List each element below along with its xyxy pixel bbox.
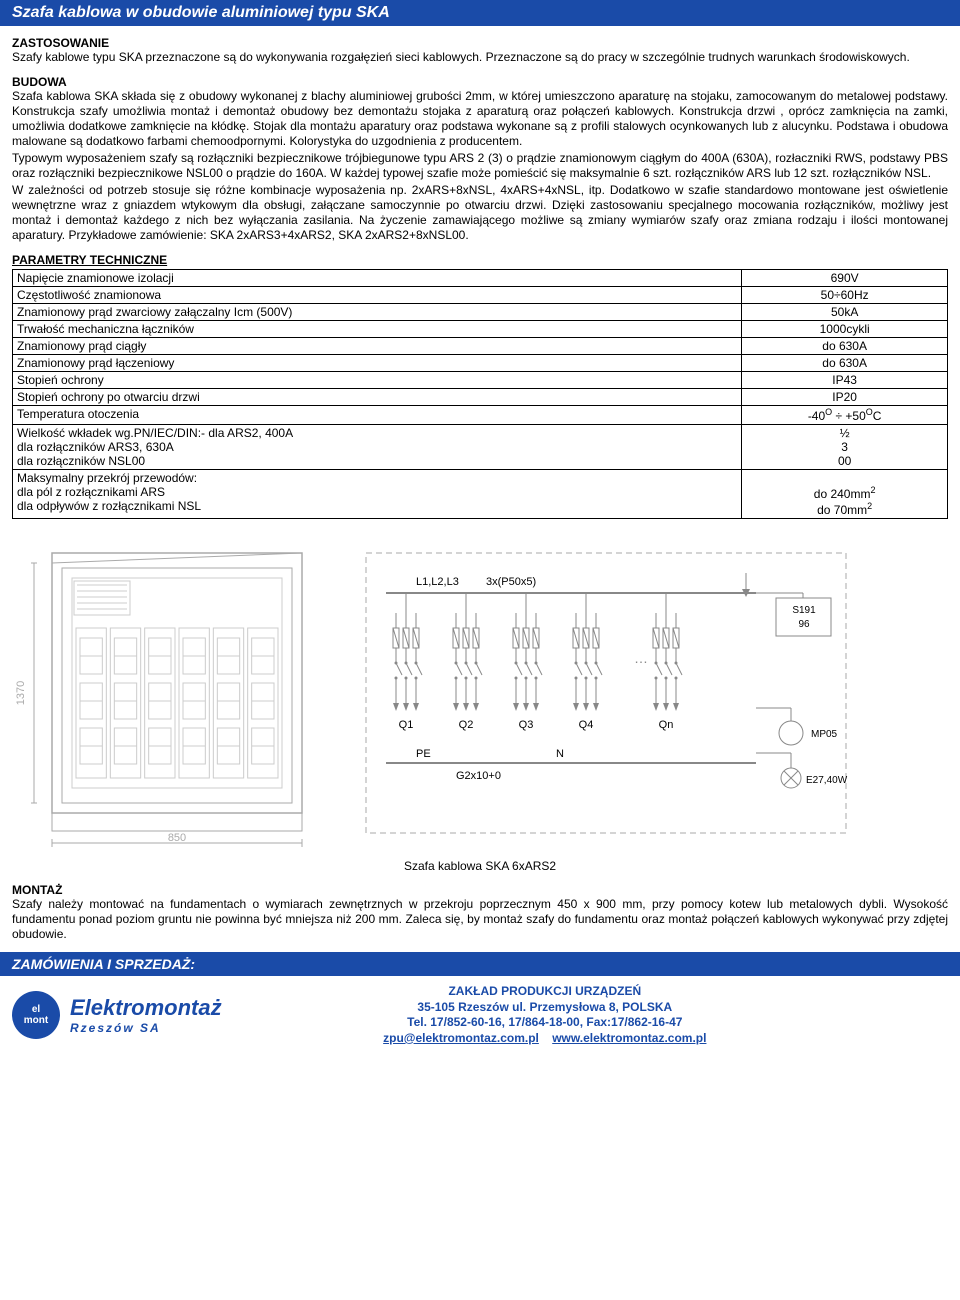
svg-text:L1,L2,L3: L1,L2,L3 <box>416 576 459 588</box>
svg-text:1370: 1370 <box>15 681 27 705</box>
param-label: Częstotliwość znamionowa <box>13 287 742 304</box>
contact-address: 35-105 Rzeszów ul. Przemysłowa 8, POLSKA <box>383 1000 706 1016</box>
table-row: Stopień ochronyIP43 <box>13 372 948 389</box>
page-title: Szafa kablowa w obudowie aluminiowej typ… <box>12 4 390 21</box>
param-value: ½300 <box>742 425 948 470</box>
budowa-p1: Szafa kablowa SKA składa się z obudowy w… <box>12 89 948 149</box>
svg-text:G2x10+0: G2x10+0 <box>456 770 501 782</box>
param-value: 1000cykli <box>742 321 948 338</box>
footer-block: el mont Elektromontaż Rzeszów SA ZAKŁAD … <box>12 984 948 1046</box>
montaz-section: MONTAŻ Szafy należy montować na fundamen… <box>12 883 948 942</box>
table-row: Znamionowy prąd łączeniowydo 630A <box>13 355 948 372</box>
logo-mark-icon: el mont <box>12 991 60 1039</box>
front-view-diagram: 1370 850 <box>12 533 332 853</box>
param-value: 50kA <box>742 304 948 321</box>
param-value: do 240mm2do 70mm2 <box>742 470 948 519</box>
zastosowanie-text: Szafy kablowe typu SKA przeznaczone są d… <box>12 50 948 65</box>
table-row: Trwałość mechaniczna łączników1000cykli <box>13 321 948 338</box>
logo-group: el mont Elektromontaż Rzeszów SA <box>12 991 222 1039</box>
title-bar: Szafa kablowa w obudowie aluminiowej typ… <box>0 0 960 26</box>
table-row: Temperatura otoczenia-40O ÷ +50OC <box>13 406 948 425</box>
table-row: Znamionowy prąd ciągłydo 630A <box>13 338 948 355</box>
budowa-p2: Typowym wyposażeniem szafy są rozłącznik… <box>12 151 948 181</box>
logo-name: Elektromontaż <box>70 995 222 1021</box>
budowa-p3: W zależności od potrzeb stosuje się różn… <box>12 183 948 243</box>
svg-text:Q3: Q3 <box>519 719 534 731</box>
svg-text:MP05: MP05 <box>811 729 838 740</box>
param-value: 690V <box>742 270 948 287</box>
contact-company: ZAKŁAD PRODUKCJI URZĄDZEŃ <box>383 984 706 1000</box>
table-row: Napięcie znamionowe izolacji690V <box>13 270 948 287</box>
svg-text:S191: S191 <box>792 605 816 616</box>
param-label: Maksymalny przekrój przewodów: dla pól z… <box>13 470 742 519</box>
svg-text:3x(P50x5): 3x(P50x5) <box>486 576 536 588</box>
svg-text:Q4: Q4 <box>579 719 594 731</box>
param-label: Wielkość wkładek wg.PN/IEC/DIN:- dla ARS… <box>13 425 742 470</box>
param-label: Napięcie znamionowe izolacji <box>13 270 742 287</box>
parametry-heading: PARAMETRY TECHNICZNE <box>12 253 948 267</box>
param-label: Stopień ochrony <box>13 372 742 389</box>
budowa-section: BUDOWA Szafa kablowa SKA składa się z ob… <box>12 75 948 243</box>
zastosowanie-section: ZASTOSOWANIE Szafy kablowe typu SKA prze… <box>12 36 948 65</box>
svg-text:Q1: Q1 <box>399 719 414 731</box>
svg-text:850: 850 <box>168 832 186 844</box>
param-value: -40O ÷ +50OC <box>742 406 948 425</box>
order-heading: ZAMÓWIENIA I SPRZEDAŻ: <box>12 956 195 972</box>
param-label: Znamionowy prąd łączeniowy <box>13 355 742 372</box>
order-bar: ZAMÓWIENIA I SPRZEDAŻ: <box>0 952 960 976</box>
param-value: IP43 <box>742 372 948 389</box>
parametry-table: Napięcie znamionowe izolacji690VCzęstotl… <box>12 269 948 519</box>
table-row: Wielkość wkładek wg.PN/IEC/DIN:- dla ARS… <box>13 425 948 470</box>
logo-sub: Rzeszów SA <box>70 1021 222 1035</box>
table-row: Znamionowy prąd zwarciowy załączalny Icm… <box>13 304 948 321</box>
svg-text:E27,40W: E27,40W <box>806 775 848 786</box>
contact-email-link[interactable]: zpu@elektromontaz.com.pl <box>383 1031 539 1045</box>
svg-text:…: … <box>634 650 648 666</box>
param-value: do 630A <box>742 355 948 372</box>
budowa-heading: BUDOWA <box>12 75 948 89</box>
zastosowanie-heading: ZASTOSOWANIE <box>12 36 948 50</box>
montaz-heading: MONTAŻ <box>12 883 948 897</box>
montaz-text: Szafy należy montować na fundamentach o … <box>12 897 948 942</box>
param-label: Znamionowy prąd zwarciowy załączalny Icm… <box>13 304 742 321</box>
table-row: Stopień ochrony po otwarciu drzwiIP20 <box>13 389 948 406</box>
schematic-diagram: L1,L2,L3 3x(P50x5) S191 96 Q1 Q2 Q3 Q4 Qn … PE N G2x… <box>356 543 856 843</box>
table-row: Częstotliwość znamionowa50÷60Hz <box>13 287 948 304</box>
svg-text:96: 96 <box>798 619 810 630</box>
param-label: Temperatura otoczenia <box>13 406 742 425</box>
svg-text:N: N <box>556 748 564 760</box>
contact-info: ZAKŁAD PRODUKCJI URZĄDZEŃ 35-105 Rzeszów… <box>383 984 706 1046</box>
diagram-caption: Szafa kablowa SKA 6xARS2 <box>12 859 948 873</box>
table-row: Maksymalny przekrój przewodów: dla pól z… <box>13 470 948 519</box>
param-value: do 630A <box>742 338 948 355</box>
contact-web-link[interactable]: www.elektromontaz.com.pl <box>552 1031 706 1045</box>
contact-tel: Tel. 17/852-60-16, 17/864-18-00, Fax:17/… <box>383 1015 706 1031</box>
param-value: IP20 <box>742 389 948 406</box>
svg-text:Q2: Q2 <box>459 719 474 731</box>
param-label: Stopień ochrony po otwarciu drzwi <box>13 389 742 406</box>
param-value: 50÷60Hz <box>742 287 948 304</box>
diagram-row: 1370 850 L1,L2,L3 3x(P50x5) S191 96 Q1 Q2 Q3 Q4 Q… <box>12 533 948 853</box>
param-label: Znamionowy prąd ciągły <box>13 338 742 355</box>
svg-text:PE: PE <box>416 748 431 760</box>
param-label: Trwałość mechaniczna łączników <box>13 321 742 338</box>
svg-text:Qn: Qn <box>659 719 674 731</box>
